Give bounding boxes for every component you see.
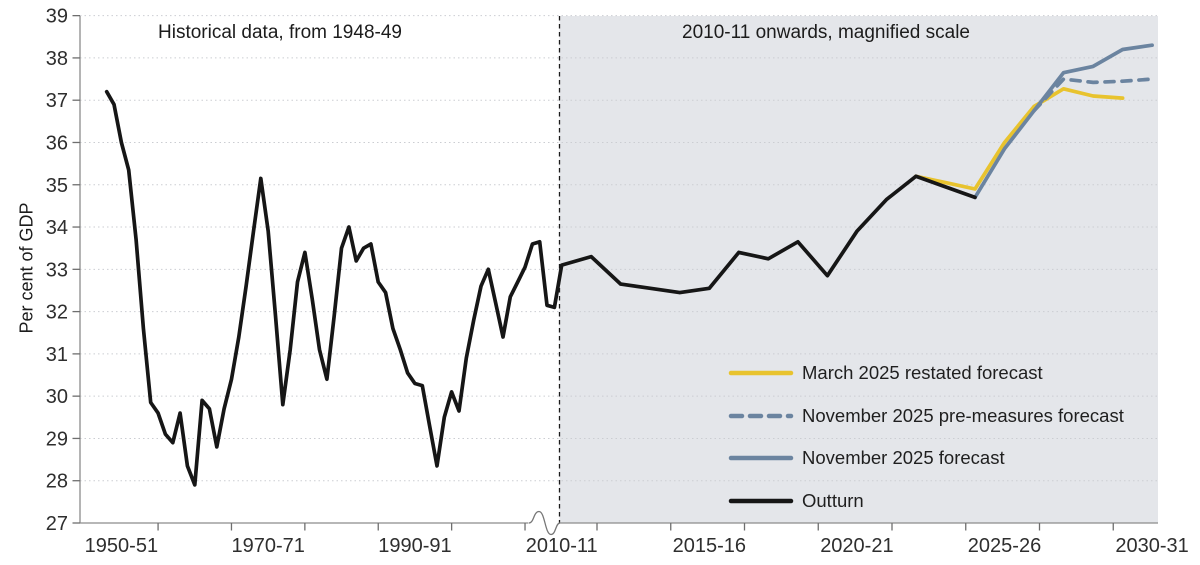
annotation-magnified: 2010-11 onwards, magnified scale	[682, 22, 970, 43]
legend-swatch-outturn	[728, 496, 794, 506]
series-nov2025-line	[973, 43, 1154, 200]
y-tick-label: 34	[46, 217, 68, 239]
y-tick-label: 27	[46, 513, 68, 535]
y-tick-label: 38	[46, 48, 68, 70]
x-tick-label: 2020-21	[820, 535, 893, 557]
x-tick-label: 1990-91	[378, 535, 451, 557]
legend-item-outturn: Outturn	[728, 480, 1124, 523]
legend-label: November 2025 pre-measures forecast	[802, 404, 1124, 426]
legend-swatch-nov2025pre	[728, 411, 794, 421]
legend-label: Outturn	[802, 489, 864, 511]
series-nov2025pre-line	[1032, 77, 1154, 113]
y-tick-label: 30	[46, 386, 68, 408]
x-tick-label: 2010-11	[526, 535, 598, 557]
legend-item-march2025: March 2025 restated forecast	[728, 352, 1124, 395]
y-tick-label: 36	[46, 132, 68, 154]
legend-label: November 2025 forecast	[802, 447, 1005, 469]
legend-item-nov2025: November 2025 forecast	[728, 437, 1124, 480]
tick-marks	[72, 14, 1114, 531]
annotation-historical: Historical data, from 1948-49	[158, 22, 402, 43]
y-tick-label: 37	[46, 90, 68, 112]
x-tick-label: 2025-26	[968, 535, 1041, 557]
y-axis-title: Per cent of GDP	[16, 202, 37, 334]
y-tick-labels: 27 28 29 30 31 32 33 34 35 36 37 38 39	[46, 6, 68, 535]
axis-break-squiggle	[528, 510, 561, 536]
x-tick-label: 2015-16	[673, 535, 746, 557]
y-tick-label: 31	[46, 344, 68, 366]
x-tick-label: 2030-31	[1115, 535, 1188, 557]
legend-swatch-march2025	[728, 368, 794, 378]
y-tick-label: 32	[46, 302, 68, 324]
y-tick-label: 29	[46, 428, 68, 450]
y-tick-label: 28	[46, 471, 68, 493]
x-tick-label: 1950-51	[85, 535, 158, 557]
legend-item-nov2025pre: November 2025 pre-measures forecast	[728, 395, 1124, 438]
y-tick-label: 33	[46, 259, 68, 281]
y-tick-label: 39	[46, 6, 68, 28]
legend-swatch-nov2025	[728, 453, 794, 463]
legend-label: March 2025 restated forecast	[802, 362, 1043, 384]
series-march2025-line	[914, 86, 1125, 191]
x-tick-labels: 1950-51 1970-71 1990-91 2010-11 2015-16 2020-…	[85, 535, 1189, 557]
x-tick-label: 1970-71	[231, 535, 304, 557]
series-outturn-line	[104, 89, 977, 487]
y-tick-label: 35	[46, 175, 68, 197]
legend: March 2025 restated forecast November 202…	[728, 352, 1124, 522]
